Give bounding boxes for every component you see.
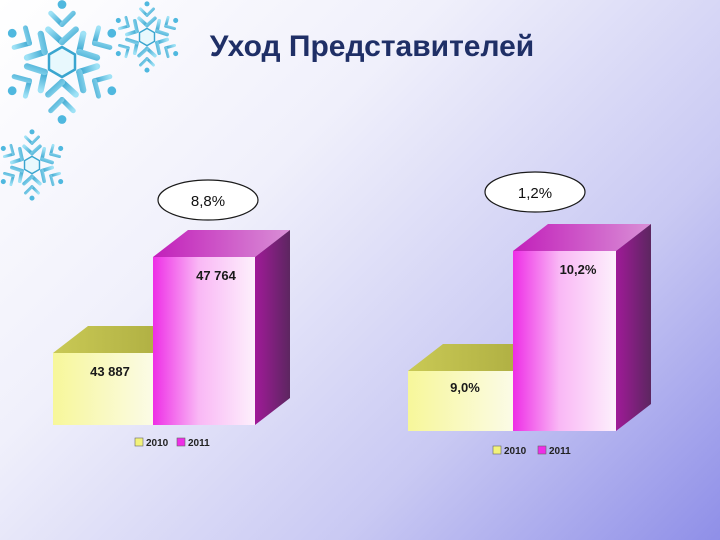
legend-swatch-2010 — [492, 445, 502, 455]
legend-label-2010: 2010 — [146, 438, 169, 449]
chart-2010-2011-percent: 9,0% 10,2% 1,2% 2010 2011 — [408, 171, 651, 457]
legend-swatch-2011 — [176, 437, 186, 447]
bar-2010-front — [53, 353, 153, 425]
legend-label-2010: 2010 — [504, 446, 527, 457]
bar-2010-value-label: 43 887 — [90, 364, 130, 379]
bar-2011: 47 764 — [153, 230, 290, 425]
change-bubble-label: 1,2% — [518, 185, 552, 202]
legend: 2010 2011 — [134, 437, 210, 449]
bar-2011-side — [616, 224, 651, 431]
bar-2010-value-label: 9,0% — [450, 380, 480, 395]
snowflake-lower-icon — [0, 129, 67, 200]
page-title: Уход Представителей — [210, 30, 535, 63]
legend: 2010 2011 — [492, 445, 571, 457]
bar-2011-value-label: 10,2% — [560, 262, 597, 277]
bar-2010-front — [408, 371, 513, 431]
bar-2011-side — [255, 230, 290, 425]
chart-2010-2011-representatives: 43 887 47 764 8,8% 2010 2011 — [53, 179, 290, 449]
change-bubble-label: 8,8% — [191, 193, 225, 210]
snowflake-small-icon — [112, 1, 182, 72]
bar-2011-top — [513, 224, 651, 251]
bar-2011-front — [513, 251, 616, 431]
bar-2011-top — [153, 230, 290, 257]
legend-label-2011: 2011 — [549, 446, 571, 457]
bar-2011: 10,2% — [513, 224, 651, 431]
bar-2011-value-label: 47 764 — [196, 268, 237, 283]
snowflake-large-icon — [2, 0, 123, 124]
legend-swatch-2011 — [537, 445, 547, 455]
bar-2011-front — [153, 257, 255, 425]
legend-swatch-2010 — [134, 437, 144, 447]
change-bubble: 8,8% — [157, 179, 259, 221]
legend-label-2011: 2011 — [188, 438, 210, 449]
change-bubble: 1,2% — [484, 171, 586, 213]
